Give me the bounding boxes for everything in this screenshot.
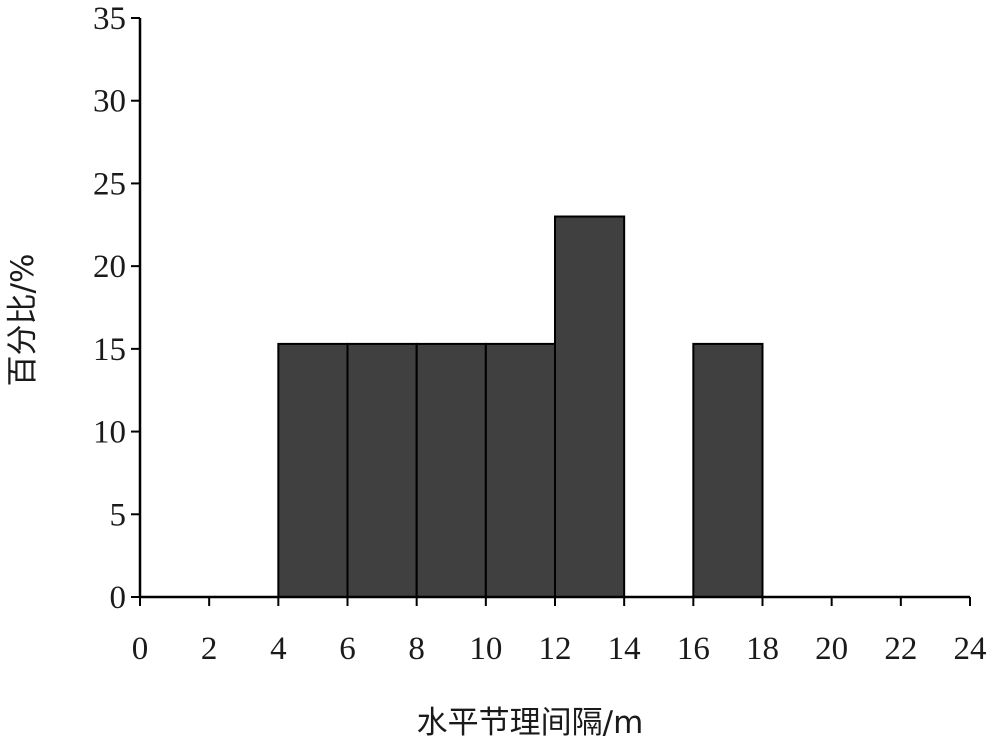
y-axis-title: 百分比/% — [5, 254, 41, 387]
bar-10-12 — [484, 342, 557, 598]
y-tick-label-30: 30 — [93, 84, 126, 120]
x-tick-label-14: 14 — [608, 631, 641, 667]
y-tick-label-0: 0 — [110, 580, 127, 616]
y-tick-label-35: 35 — [93, 1, 126, 37]
x-tick-label-12: 12 — [539, 631, 572, 667]
x-tick-label-24: 24 — [954, 631, 987, 667]
x-tick-label-22: 22 — [884, 631, 917, 667]
y-tick-label-15: 15 — [93, 332, 126, 368]
x-tick-label-8: 8 — [408, 631, 425, 667]
x-tick-label-20: 20 — [815, 631, 848, 667]
y-tick-label-25: 25 — [93, 166, 126, 202]
bar-8-10 — [415, 342, 487, 598]
x-tick-label-0: 0 — [132, 631, 149, 667]
bar-16-18 — [692, 342, 764, 598]
y-tick-label-10: 10 — [93, 415, 126, 451]
x-tick-label-18: 18 — [746, 631, 779, 667]
bar-6-8 — [346, 342, 418, 598]
x-tick-label-6: 6 — [339, 631, 356, 667]
bars-layer — [277, 215, 764, 598]
y-tick-label-5: 5 — [110, 497, 127, 533]
x-tick-label-4: 4 — [270, 631, 287, 667]
x-tick-label-2: 2 — [201, 631, 218, 667]
y-tick-label-20: 20 — [93, 249, 126, 285]
x-axis-title: 水平节理间隔/m — [417, 705, 644, 739]
x-tick-label-16: 16 — [677, 631, 710, 667]
bar-12-14 — [554, 215, 626, 598]
x-tick-label-10: 10 — [469, 631, 502, 667]
bar-4-6 — [277, 342, 349, 598]
